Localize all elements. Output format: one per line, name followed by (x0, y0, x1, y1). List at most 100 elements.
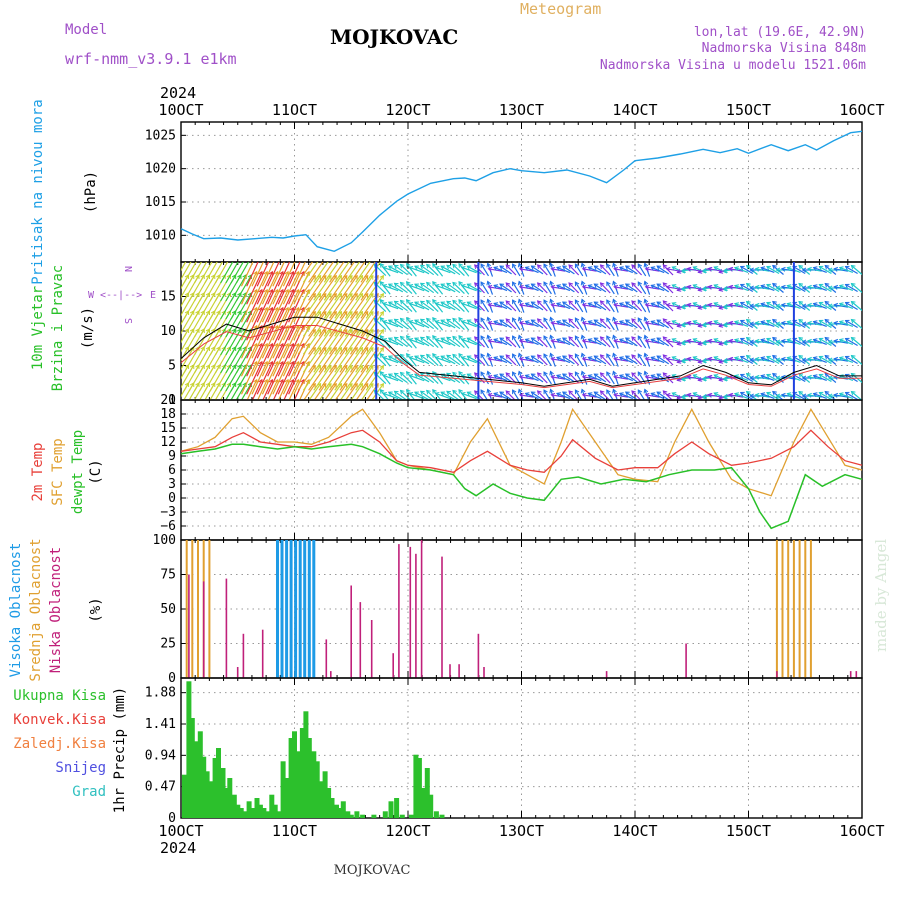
pressure-ytick-label: 1025 (145, 128, 176, 143)
wind-arrowhead (216, 257, 220, 261)
wind-arrow (740, 373, 754, 383)
wind-arrowhead (434, 266, 440, 271)
wind-arrow (344, 262, 361, 283)
wind-arrow (350, 383, 363, 400)
wind-arrowhead (574, 281, 580, 287)
wind-arrowhead (637, 353, 643, 359)
wind-arrowhead (723, 357, 728, 363)
wind-arrow (568, 264, 580, 276)
wind-arrow (251, 289, 268, 323)
wind-arrowhead (844, 373, 850, 379)
cloud-bar-low (855, 671, 858, 678)
cloud-bar-high (307, 540, 311, 678)
wind-arrow (613, 358, 629, 362)
wind-arrow (277, 361, 294, 395)
wind-arrowhead (543, 371, 548, 377)
sfc-side-label: SFC Temp (50, 438, 66, 505)
wind-arrowhead (702, 285, 707, 291)
temp2m-side-label: 2m Temp (30, 442, 46, 501)
precip-bar (197, 731, 203, 818)
wind-arrowhead (786, 320, 792, 326)
wind-arrow (766, 337, 780, 347)
wind-arrow (505, 300, 517, 312)
wind-arrow (531, 283, 544, 293)
wind-arrowhead (798, 354, 804, 360)
wind-arrowhead (474, 318, 479, 324)
wind-arrowhead (505, 300, 511, 306)
wind-arrowhead (556, 356, 561, 361)
wind-arrow (382, 266, 399, 274)
wind-arrowhead (524, 284, 530, 289)
wind-arrowhead (749, 303, 754, 309)
wind-arrow (551, 394, 566, 398)
wind-arrowhead (285, 254, 289, 258)
wind-arrow (656, 283, 670, 293)
wind-arrowhead (807, 266, 812, 272)
wind-arrowhead (745, 318, 751, 324)
precip-bar (250, 808, 255, 818)
wind-arrowhead (650, 374, 656, 379)
wind-arrowhead (637, 263, 643, 269)
wind-arrow (493, 392, 508, 400)
wind-arrow (297, 347, 316, 373)
date-labels: 10OCT10OCT11OCT11OCT12OCT12OCT13OCT13OCT… (158, 101, 884, 840)
wind-arrowhead (408, 266, 414, 271)
wind-arrowhead (644, 374, 650, 380)
wind-arrow (645, 340, 660, 344)
wind-arrowhead (387, 265, 393, 270)
wind-arrow (183, 262, 197, 284)
wind-arrow (414, 373, 430, 383)
date-label-top: 12OCT (385, 101, 430, 119)
wind-arrowhead (827, 285, 833, 291)
wind-arrowhead (780, 266, 786, 272)
wind-arrow (426, 299, 439, 313)
wind-arrow (574, 335, 584, 349)
wind-arrow (631, 354, 643, 366)
wind-arrowhead (739, 373, 745, 379)
wind-arrow (446, 264, 461, 276)
date-label-bottom: 14OCT (612, 822, 657, 840)
wind-arrow (556, 320, 571, 328)
wind-arrow (262, 379, 273, 400)
wind-arrowhead (550, 284, 556, 290)
wind-arrow (371, 383, 384, 400)
wind-arrow (257, 379, 268, 400)
precipitation-ytick-label: 0.47 (145, 780, 176, 795)
wind-arrowhead (739, 355, 745, 361)
wind-arrow (839, 357, 854, 363)
cloud-bar-low (359, 602, 362, 678)
wind-arrowhead (665, 392, 671, 398)
wind-arrowhead (801, 357, 807, 363)
wind-arrow (256, 271, 273, 305)
wind-arrow (302, 365, 322, 391)
wind-arrowhead (414, 283, 419, 288)
wind-arrowhead (460, 266, 466, 271)
wind-arrow (452, 281, 465, 295)
wind-arrowhead (838, 302, 844, 308)
wind-arrow (562, 319, 575, 329)
wind-arrow (734, 393, 749, 399)
wind-arrowhead (612, 334, 617, 340)
wind-arrowhead (838, 266, 844, 272)
cloud-ytick-label: 100 (153, 533, 176, 548)
wind-arrow (246, 262, 259, 287)
wind-arrowhead (434, 338, 440, 343)
wind-arrowhead (850, 336, 856, 342)
wind-arrow (556, 284, 571, 292)
wind-arrowhead (824, 318, 830, 324)
wind-arrowhead (379, 298, 385, 304)
wind-arrowhead (631, 336, 636, 342)
wind-arrowhead (702, 393, 707, 399)
wind-arrowhead (671, 338, 677, 343)
wind-arrow (818, 373, 832, 383)
wind-arrowhead (754, 374, 760, 380)
wind-arrow (740, 355, 754, 365)
wind-arrowhead (530, 337, 536, 342)
wind-arrowhead (406, 280, 411, 286)
wind-arrowhead (681, 393, 687, 399)
precip-bar (189, 718, 195, 818)
wind-arrowhead (739, 391, 745, 397)
wind-arrow (302, 329, 322, 355)
wind-arrow (845, 355, 858, 365)
